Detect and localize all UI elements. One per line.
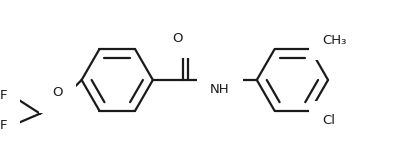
Text: Cl: Cl [322, 114, 336, 127]
Text: F: F [0, 119, 7, 132]
Text: O: O [172, 32, 183, 45]
Text: CH₃: CH₃ [322, 34, 346, 47]
Text: F: F [0, 89, 7, 102]
Text: O: O [53, 86, 63, 99]
Text: NH: NH [210, 83, 230, 96]
